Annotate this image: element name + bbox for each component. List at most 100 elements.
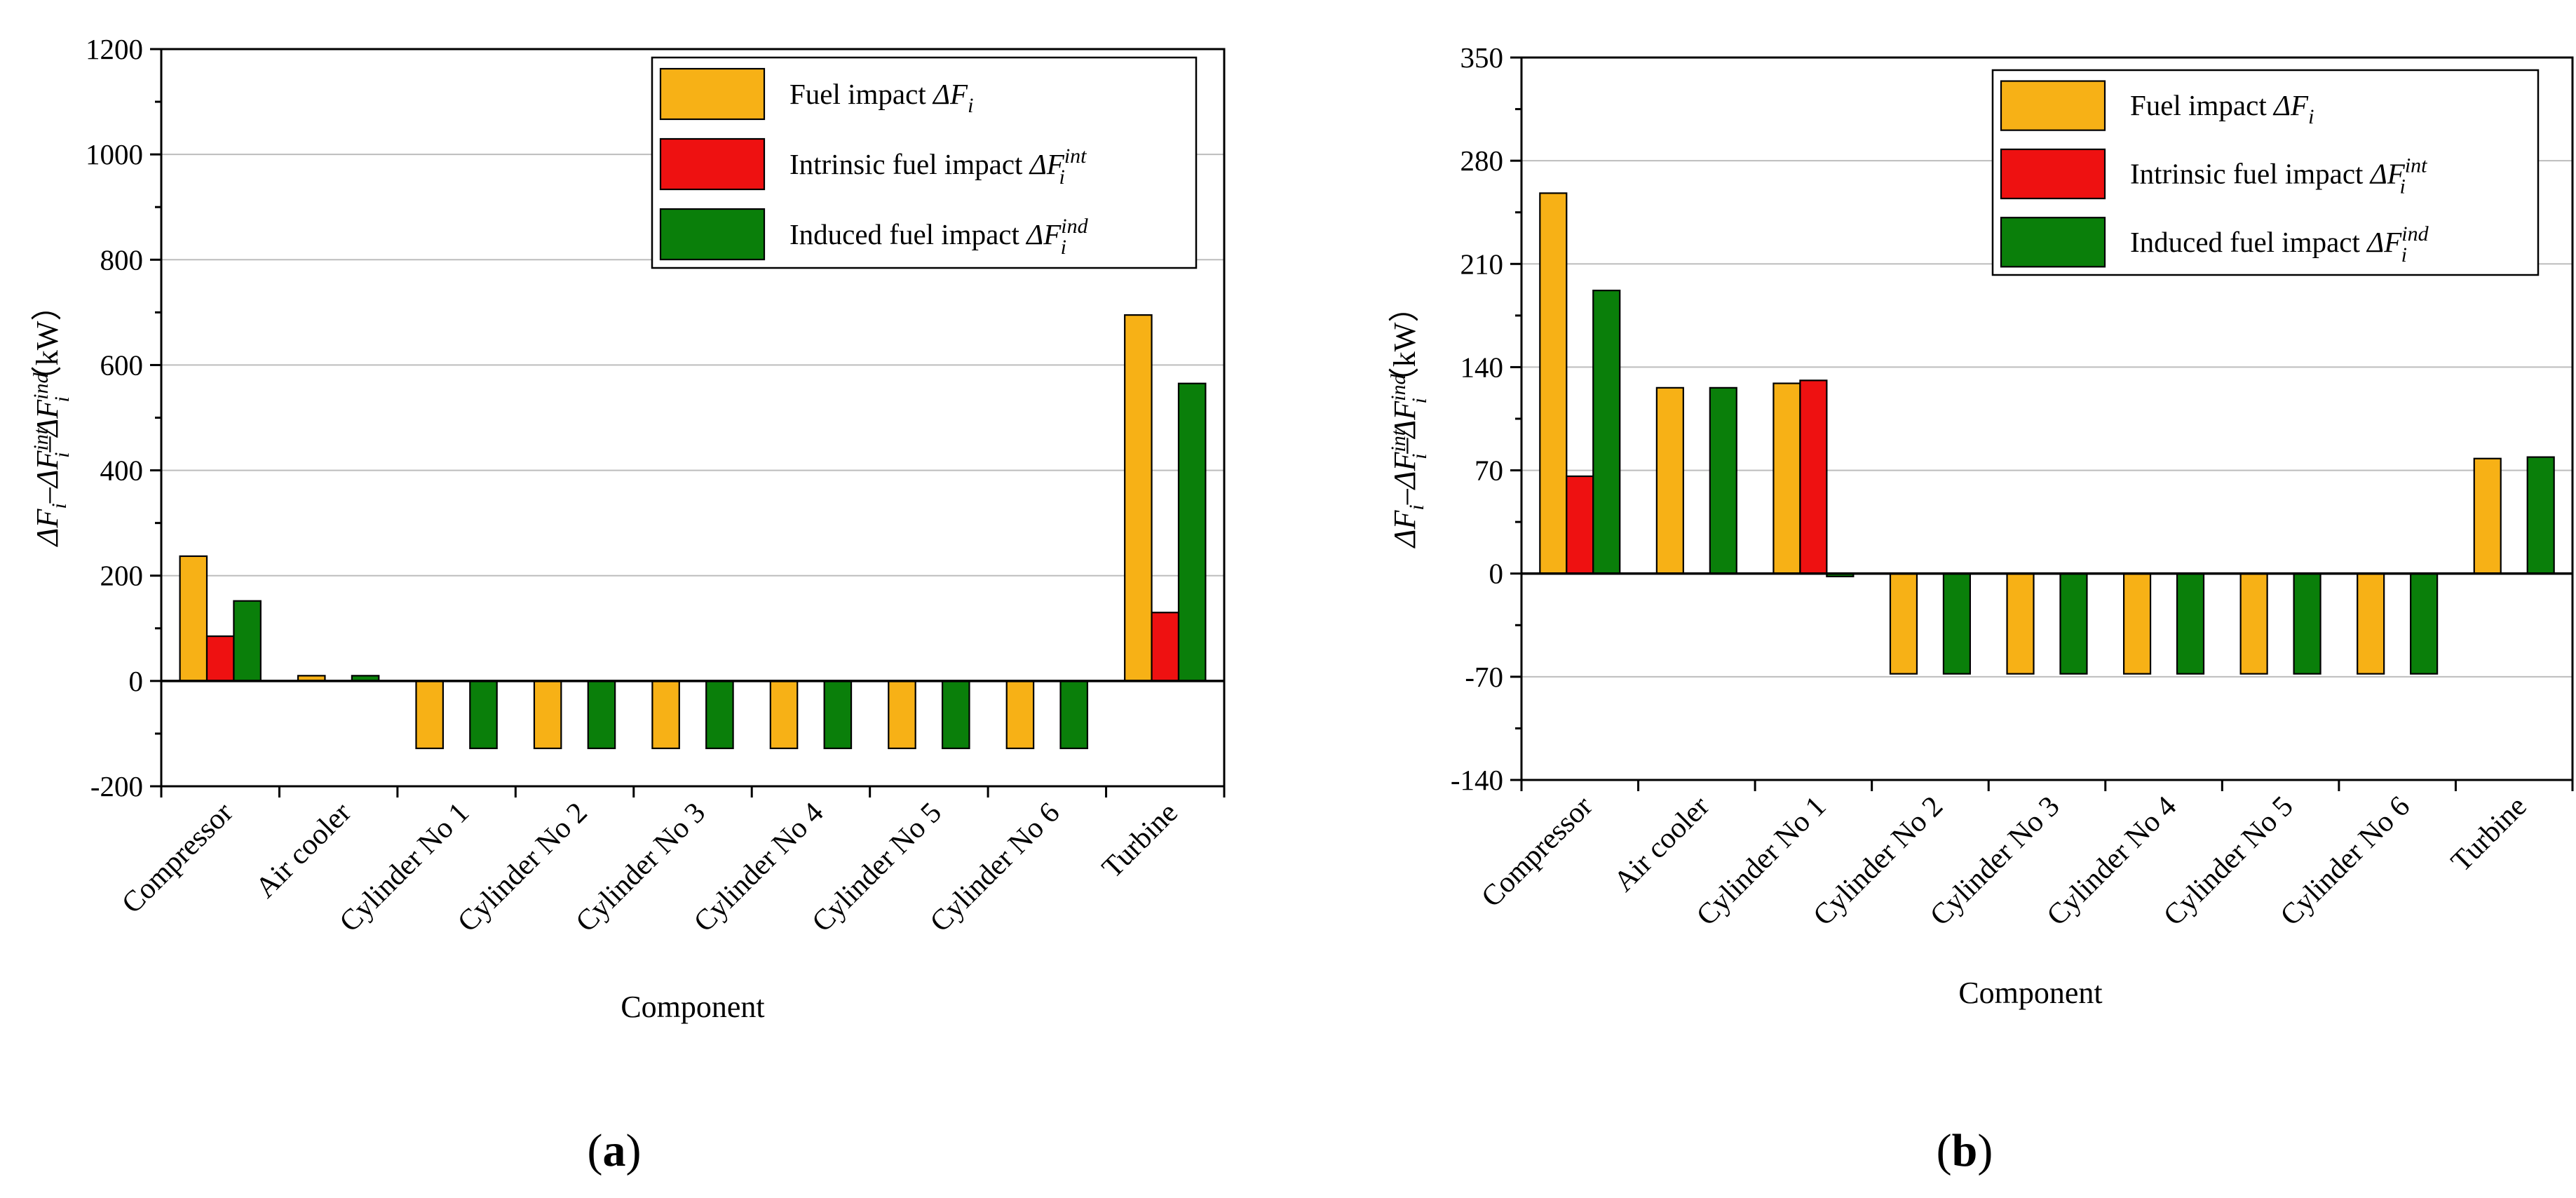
category-label: Air cooler bbox=[1608, 790, 1716, 898]
legend-label-induced: Induced fuel impact ΔFind i bbox=[789, 215, 1089, 259]
bar-fuel-0 bbox=[179, 555, 208, 682]
legend-label-delta: ΔF bbox=[1025, 218, 1062, 250]
chart-panel-b: -140 -70 0 70 140 210 280 350 Compressor Air cool… bbox=[1387, 41, 2574, 1176]
legend-swatch-fuel bbox=[2000, 80, 2106, 131]
y-tick-label: 400 bbox=[100, 455, 144, 487]
y-tick-label: 1200 bbox=[86, 33, 143, 65]
panel-label-close: ) bbox=[626, 1125, 642, 1176]
legend-label-text: Induced fuel impact bbox=[2130, 226, 2367, 258]
bar-fuel-5 bbox=[769, 680, 799, 750]
y-axis-title-part: –ΔF bbox=[1388, 451, 1422, 505]
y-tick-label: -140 bbox=[1451, 764, 1503, 796]
y-tick-label: 800 bbox=[100, 243, 144, 276]
y-tick-label: 0 bbox=[1489, 558, 1504, 590]
y-axis-title-part: ind bbox=[29, 372, 53, 400]
panel-label-close: ) bbox=[1977, 1125, 1993, 1176]
bar-induced-2 bbox=[469, 680, 498, 750]
legend-label-sub: i bbox=[2401, 243, 2407, 267]
y-axis-title-part: i bbox=[1408, 398, 1431, 403]
bar-induced-1 bbox=[1709, 386, 1737, 574]
bar-induced-5 bbox=[823, 680, 853, 750]
y-axis-title-part: i bbox=[48, 503, 71, 509]
bar-fuel-4 bbox=[651, 680, 680, 750]
legend-label-induced: Induced fuel impact ΔFind i bbox=[2130, 222, 2429, 267]
y-axis-title-part: –ΔF bbox=[30, 450, 65, 504]
legend-label-delta: ΔF bbox=[2366, 226, 2402, 258]
bar-fuel-3 bbox=[1889, 572, 1918, 675]
y-axis-title-unit: （kW） bbox=[1388, 292, 1422, 398]
category-label: Turbine bbox=[2445, 790, 2533, 879]
bar-induced-8 bbox=[1177, 382, 1207, 682]
y-axis-title-part: i bbox=[1405, 504, 1428, 510]
legend-label-sup: int bbox=[2405, 154, 2427, 177]
y-tick-label: -200 bbox=[90, 770, 143, 802]
bar-fuel-2 bbox=[1772, 382, 1801, 574]
bar-intrinsic-0 bbox=[205, 635, 235, 682]
bar-intrinsic-0 bbox=[1566, 475, 1594, 574]
x-axis-title: Component bbox=[1958, 976, 2102, 1010]
legend-label-text: Fuel impact bbox=[789, 78, 933, 110]
bar-intrinsic-2 bbox=[1799, 379, 1828, 574]
y-axis-title-part: int bbox=[29, 428, 53, 450]
category-label: Turbine bbox=[1096, 797, 1184, 885]
legend-label-text: Fuel impact bbox=[2130, 89, 2274, 121]
chart-panel-a: -200 0 200 400 600 800 1000 1200 Compressor Air c… bbox=[29, 33, 1226, 1176]
panel-label-letter: b bbox=[1952, 1125, 1978, 1176]
legend-label-delta: ΔF bbox=[932, 78, 968, 110]
y-axis-title-part: ΔF bbox=[1388, 510, 1422, 549]
y-tick-label: 1000 bbox=[86, 138, 143, 170]
legend-label-sup: int bbox=[1064, 144, 1087, 168]
y-axis-title-part: i bbox=[50, 396, 74, 402]
bar-induced-7 bbox=[2410, 572, 2439, 675]
bar-induced-0 bbox=[233, 600, 262, 682]
y-axis-title-part: ind bbox=[1387, 374, 1410, 401]
legend-label-sub: i bbox=[1061, 236, 1066, 259]
legend-swatch-intrinsic bbox=[659, 137, 766, 191]
bar-fuel-7 bbox=[2357, 572, 2385, 675]
legend-label-delta: ΔF bbox=[2272, 89, 2309, 121]
legend-label-sub: i bbox=[2399, 175, 2405, 198]
y-tick-label: 70 bbox=[1475, 455, 1503, 487]
y-tick-label: 350 bbox=[1460, 41, 1504, 74]
y-axis-title-part: int bbox=[1387, 429, 1410, 452]
bar-induced-6 bbox=[2293, 572, 2321, 675]
panel-label-open: ( bbox=[588, 1125, 603, 1176]
y-tick-label: 200 bbox=[100, 560, 144, 592]
legend-label-fuel: Fuel impact ΔFi bbox=[789, 78, 973, 117]
legend-label-intrinsic: Intrinsic fuel impact ΔFint i bbox=[789, 144, 1087, 189]
bar-fuel-7 bbox=[1005, 680, 1035, 750]
bar-fuel-1 bbox=[1655, 386, 1684, 574]
legend-label-text: Induced fuel impact bbox=[789, 218, 1026, 250]
bar-fuel-3 bbox=[533, 680, 562, 750]
y-axis-title-part: –ΔF bbox=[30, 399, 65, 453]
x-axis-title: Component bbox=[621, 990, 764, 1024]
y-axis-title-unit: （kW） bbox=[30, 290, 65, 397]
category-label: Compressor bbox=[116, 797, 239, 920]
bar-induced-8 bbox=[2526, 456, 2555, 574]
y-axis-title: ΔFi​–ΔFinti​–ΔFindi​（kW） bbox=[1387, 292, 1431, 549]
legend-label-sub: i bbox=[1059, 166, 1064, 189]
bar-fuel-6 bbox=[888, 680, 916, 750]
bar-intrinsic-8 bbox=[1151, 612, 1180, 682]
legend-swatch-intrinsic bbox=[2000, 148, 2106, 200]
category-label: Air cooler bbox=[250, 797, 358, 905]
y-tick-label: 0 bbox=[129, 665, 144, 697]
bar-induced-6 bbox=[941, 680, 970, 750]
bar-fuel-5 bbox=[2122, 572, 2152, 675]
bar-fuel-4 bbox=[2006, 572, 2035, 675]
bar-fuel-6 bbox=[2239, 572, 2268, 675]
bar-fuel-8 bbox=[1124, 314, 1153, 682]
bar-fuel-8 bbox=[2473, 457, 2502, 574]
y-tick-label: 140 bbox=[1460, 351, 1504, 383]
bar-induced-4 bbox=[2059, 572, 2088, 675]
bar-induced-0 bbox=[1592, 290, 1621, 574]
legend-label-sub: i bbox=[968, 94, 973, 117]
y-axis-title-part: ΔF bbox=[30, 509, 65, 548]
bar-induced-4 bbox=[705, 680, 734, 750]
bar-induced-3 bbox=[587, 680, 616, 750]
panel-label-letter: a bbox=[603, 1125, 626, 1176]
bar-induced-7 bbox=[1059, 680, 1089, 750]
y-tick-label: 600 bbox=[100, 349, 144, 381]
